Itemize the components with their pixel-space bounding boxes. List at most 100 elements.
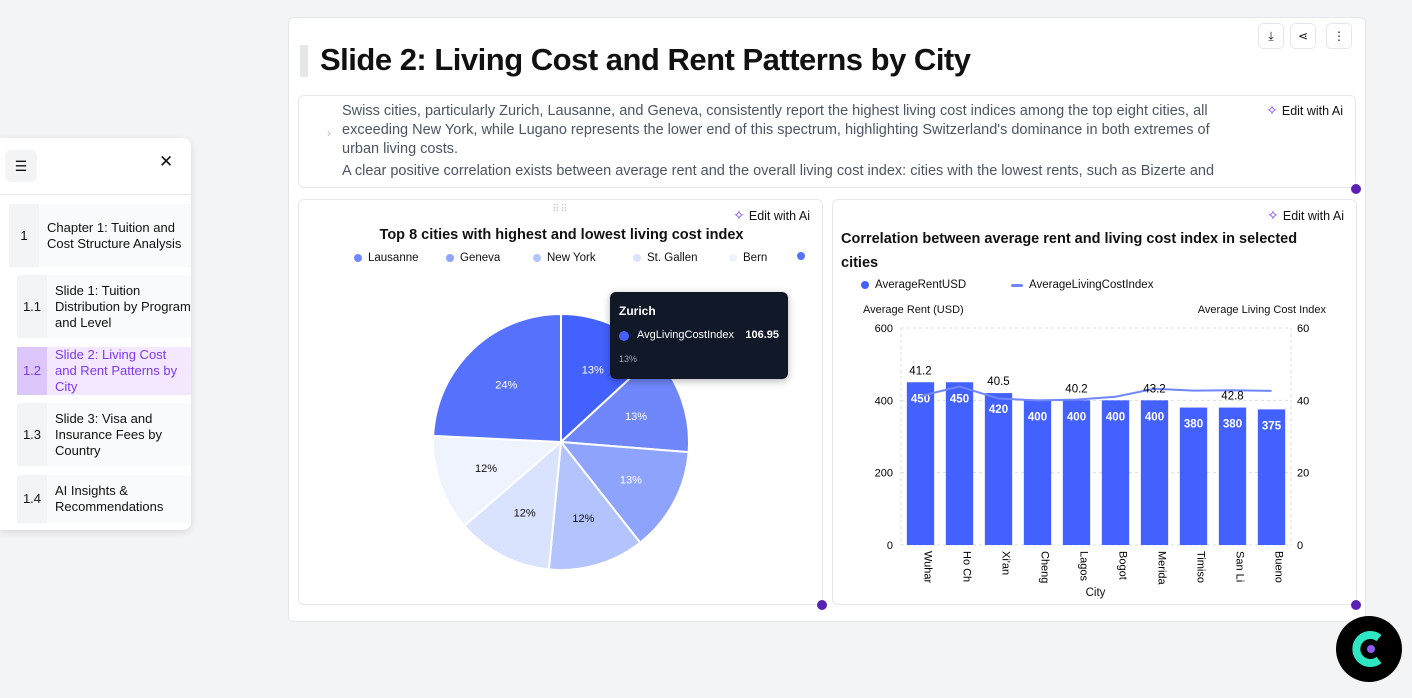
legend-dot	[446, 254, 454, 262]
outline-item-1-2[interactable]: 1.2 Slide 2: Living Cost and Rent Pattern…	[17, 347, 191, 395]
edit-label: Edit with Ai	[1282, 208, 1344, 223]
list-icon: ☰	[14, 157, 28, 174]
legend-item[interactable]: Lausanne	[354, 252, 419, 264]
bar	[1218, 407, 1247, 545]
slice-label: 24%	[495, 380, 517, 392]
download-button[interactable]: ⤓	[1258, 23, 1284, 49]
x-tick-label: Bueno	[1273, 551, 1285, 583]
legend-label: Bern	[743, 252, 768, 264]
bar	[1179, 407, 1208, 545]
drag-handle-icon[interactable]: ⠿⠿	[552, 204, 569, 215]
outline-item-1-3[interactable]: 1.3 Slide 3: Visa and Insurance Fees by C…	[17, 403, 191, 466]
edit-with-ai-button[interactable]: ✧ Edit with Ai	[1267, 207, 1344, 224]
item-number: 1	[9, 204, 39, 267]
y2-tick-label: 40	[1297, 395, 1309, 407]
legend-item[interactable]: St. Gallen	[633, 252, 698, 264]
x-tick-label: Cheng	[1039, 551, 1051, 583]
paragraphs: Swiss cities, particularly Zurich, Lausa…	[342, 102, 1242, 181]
legend-item[interactable]: Bern	[729, 252, 767, 264]
share-button[interactable]: ⋖	[1290, 23, 1316, 49]
item-label: Chapter 1: Tuition and Cost Structure An…	[47, 219, 182, 251]
line-value-label: 43.2	[1143, 383, 1165, 395]
chart-title: Top 8 cities with highest and lowest liv…	[379, 227, 744, 243]
bar	[906, 382, 935, 545]
edit-label: Edit with Ai	[748, 208, 810, 223]
bar-value-label: 400	[1106, 411, 1125, 423]
bar-value-label: 400	[1067, 411, 1086, 423]
bar	[1023, 400, 1052, 545]
chevron-right-icon[interactable]: ›	[327, 126, 331, 140]
bar-line-chart: 0 200 400 600 0 20 40 60 450 Wuhar 450 Ho Ch 420 Xi'a…	[875, 323, 1310, 586]
bar-value-label: 380	[1223, 419, 1242, 431]
bar	[945, 382, 974, 545]
legend-line	[1011, 283, 1023, 287]
resize-handle[interactable]	[1351, 600, 1361, 610]
title-accent-bar	[300, 45, 308, 77]
slice-label: 12%	[514, 508, 536, 520]
tooltip-series: AvgLivingCostIndex	[637, 329, 735, 341]
line-value-label: 41.2	[909, 365, 931, 377]
x-axis-title: City	[1085, 587, 1106, 599]
slice-label: 13%	[582, 364, 604, 376]
item-number: 1.4	[17, 475, 47, 523]
app-logo[interactable]	[1336, 616, 1402, 682]
y2-tick-label: 0	[1297, 540, 1303, 552]
pie-slice	[432, 312, 562, 444]
outline-item-1-4[interactable]: 1.4 AI Insights & Recommendations	[17, 475, 191, 523]
x-tick-label: Wuhar	[922, 551, 934, 584]
pie-slice	[432, 434, 564, 528]
slice-label: 12%	[475, 463, 497, 475]
outline-item-chapter-1[interactable]: 1 Chapter 1: Tuition and Cost Structure A…	[9, 204, 191, 267]
slice-label: 12%	[572, 513, 594, 525]
more-options-button[interactable]: ⋮	[1326, 23, 1352, 49]
x-tick-label: Timiso	[1195, 551, 1207, 583]
legend-label: AverageLivingCostIndex	[1029, 279, 1154, 291]
legend-label: New York	[547, 252, 596, 264]
bar-value-label: 375	[1262, 420, 1282, 432]
legend-item[interactable]: AverageRentUSD	[861, 279, 966, 291]
bar	[1257, 409, 1286, 545]
x-tick-label: Merida	[1156, 551, 1168, 586]
x-tick-label: Ho Ch	[961, 551, 973, 582]
divider	[0, 194, 191, 195]
legend-item[interactable]: Geneva	[446, 252, 500, 264]
bar	[1101, 400, 1130, 545]
edit-with-ai-button[interactable]: ✧ Edit with Ai	[1266, 102, 1343, 119]
x-tick-label: San Li	[1234, 551, 1246, 582]
sparkle-icon: ✧	[1267, 207, 1279, 223]
logo-icon	[1352, 631, 1382, 667]
bar-value-label: 400	[1145, 411, 1164, 423]
bar-value-label: 450	[950, 393, 969, 405]
legend-item[interactable]	[797, 252, 811, 260]
edit-with-ai-button[interactable]: ✧ Edit with Ai	[733, 207, 810, 224]
legend-label: AverageRentUSD	[875, 279, 967, 291]
y2-axis-title: Average Living Cost Index	[1197, 304, 1326, 316]
legend-dot	[533, 254, 541, 262]
y2-tick-label: 20	[1297, 468, 1309, 480]
line-value-label: 40.2	[1065, 383, 1087, 395]
y-tick-label: 400	[875, 395, 893, 407]
legend-label: Geneva	[460, 252, 501, 264]
insights-text-box[interactable]: › Swiss cities, particularly Zurich, Lau…	[298, 95, 1356, 188]
pie-slice	[558, 440, 690, 545]
outline-item-1-1[interactable]: 1.1 Slide 1: Tuition Distribution by Prog…	[17, 275, 191, 338]
bar-chart-panel: ✧ Edit with Ai Correlation between averag…	[832, 199, 1357, 605]
x-tick-label: Lagos	[1078, 551, 1090, 581]
tooltip-percent: 13%	[619, 354, 638, 364]
legend-item[interactable]: AverageLivingCostIndex	[1011, 279, 1153, 291]
item-label: Slide 1: Tuition Distribution by Program…	[55, 282, 191, 330]
item-number: 1.3	[17, 403, 47, 466]
legend-dot	[354, 254, 362, 262]
close-button[interactable]: ✕	[159, 152, 173, 172]
resize-handle[interactable]	[817, 600, 827, 610]
chart-title: Correlation between average rent and liv…	[841, 231, 1298, 271]
resize-handle[interactable]	[1351, 184, 1361, 194]
legend-item[interactable]: New York	[533, 252, 596, 264]
share-icon: ⋖	[1297, 29, 1309, 43]
outline-toggle-button[interactable]: ☰	[5, 150, 37, 182]
x-tick-label: Bogot	[1117, 551, 1129, 580]
y-axis-title: Average Rent (USD)	[863, 304, 964, 316]
line-series	[920, 385, 1272, 402]
y-tick-label: 600	[875, 323, 893, 335]
bar-value-label: 450	[911, 393, 930, 405]
